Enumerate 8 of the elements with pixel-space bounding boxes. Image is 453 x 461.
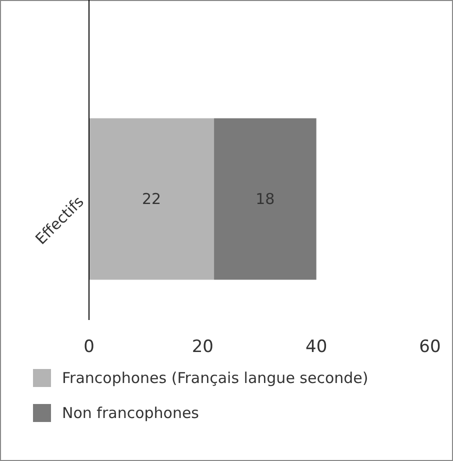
data-label: 18 bbox=[256, 190, 275, 208]
x-tick-label: 40 bbox=[306, 337, 328, 357]
x-tick-label: 0 bbox=[84, 337, 94, 357]
data-label: 22 bbox=[142, 190, 162, 208]
legend-label: Francophones (Français langue seconde) bbox=[62, 369, 368, 387]
x-tick-label: 60 bbox=[419, 337, 441, 357]
x-tick-label: 20 bbox=[192, 337, 214, 357]
legend-label: Non francophones bbox=[62, 404, 200, 422]
